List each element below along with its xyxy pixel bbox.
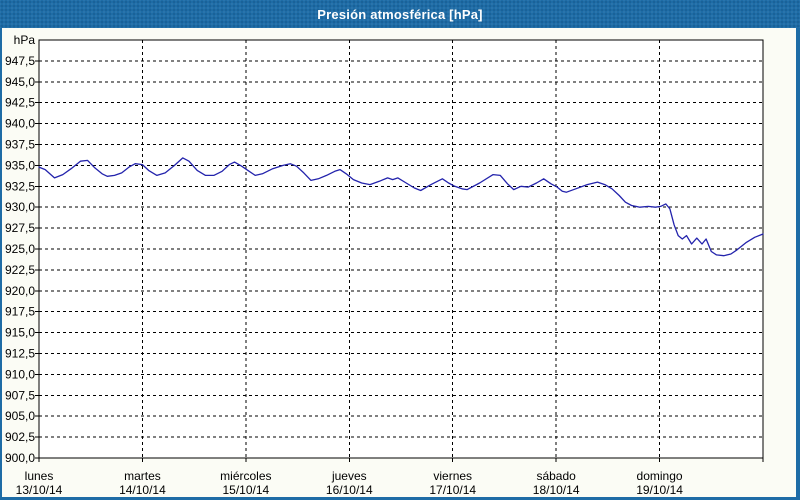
y-tick-label: 927,5: [5, 221, 35, 235]
y-tick-label: 920,0: [5, 284, 35, 298]
x-day-name: sábado: [536, 469, 576, 483]
y-tick-label: 912,5: [5, 347, 35, 361]
window-title: Presión atmosférica [hPa]: [317, 6, 483, 22]
x-day-date: 14/10/14: [119, 483, 166, 497]
y-tick-label: 917,5: [5, 305, 35, 319]
x-day-date: 16/10/14: [326, 483, 373, 497]
y-tick-label: 905,0: [5, 409, 35, 423]
y-tick-label: 902,5: [5, 430, 35, 444]
x-day-name: martes: [124, 469, 161, 483]
y-tick-label: 910,0: [5, 367, 35, 381]
x-day-name: domingo: [637, 469, 683, 483]
y-tick-label: 925,0: [5, 242, 35, 256]
y-tick-label: 947,5: [5, 54, 35, 68]
y-tick-label: 932,5: [5, 179, 35, 193]
x-day-name: jueves: [331, 469, 367, 483]
title-bar[interactable]: Presión atmosférica [hPa]: [0, 0, 800, 28]
x-gridlines: [141, 40, 661, 458]
plot-frame: [38, 39, 764, 459]
y-tick-label: 942,5: [5, 96, 35, 110]
x-day-name: lunes: [25, 469, 54, 483]
y-tick-label: 935,0: [5, 158, 35, 172]
x-day-date: 18/10/14: [533, 483, 580, 497]
y-axis-labels: hPa 947,5 945,0 942,5 940,0 937,5 935,0 932,5 93…: [5, 33, 39, 465]
x-day-date: 13/10/14: [16, 483, 63, 497]
x-day-date: 19/10/14: [636, 483, 683, 497]
y-axis-unit-label: hPa: [14, 33, 36, 47]
x-day-name: miércoles: [220, 469, 271, 483]
y-tick-label: 930,0: [5, 200, 35, 214]
y-tick-label: 900,0: [5, 451, 35, 465]
y-tick-label: 937,5: [5, 138, 35, 152]
chart-area: hPa 947,5 945,0 942,5 940,0 937,5 935,0 932,5 93…: [2, 28, 796, 497]
pressure-series-line: [38, 157, 764, 257]
y-tick-label: 907,5: [5, 388, 35, 402]
x-day-date: 17/10/14: [429, 483, 476, 497]
y-tick-label: 940,0: [5, 117, 35, 131]
y-gridlines: [39, 60, 763, 438]
y-tick-label: 915,0: [5, 326, 35, 340]
x-day-name: viernes: [433, 469, 472, 483]
y-tick-label: 922,5: [5, 263, 35, 277]
pressure-chart: hPa 947,5 945,0 942,5 940,0 937,5 935,0 932,5 93…: [5, 33, 764, 497]
x-day-date: 15/10/14: [222, 483, 269, 497]
y-tick-label: 945,0: [5, 75, 35, 89]
